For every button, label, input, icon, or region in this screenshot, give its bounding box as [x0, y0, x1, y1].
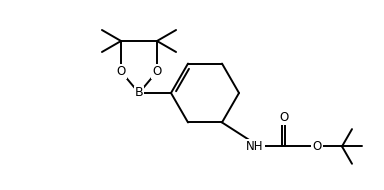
- Text: O: O: [312, 140, 322, 153]
- Text: O: O: [152, 65, 162, 78]
- Text: O: O: [279, 111, 288, 124]
- Text: B: B: [135, 86, 143, 100]
- Text: NH: NH: [246, 140, 264, 153]
- Text: O: O: [116, 65, 126, 78]
